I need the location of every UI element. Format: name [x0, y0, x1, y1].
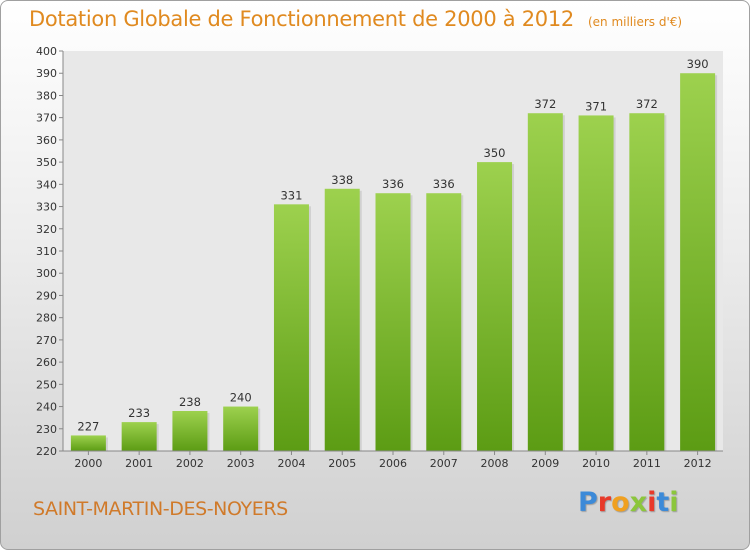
bar [273, 204, 309, 451]
logo-letter: i [669, 487, 679, 518]
bar [172, 411, 208, 451]
x-tick-label: 2001 [125, 457, 153, 470]
bar-value-label: 336 [433, 177, 455, 191]
logo-letter: r [597, 487, 612, 518]
bar [324, 188, 360, 451]
y-tick-label: 340 [36, 178, 57, 191]
bar [70, 435, 106, 451]
proxiti-logo: Proxiti [578, 487, 679, 518]
bar [223, 406, 259, 451]
bar-value-label: 331 [280, 188, 302, 202]
x-tick-label: 2008 [481, 457, 509, 470]
x-tick-label: 2004 [277, 457, 305, 470]
y-tick-label: 240 [36, 401, 57, 414]
bar [680, 73, 716, 451]
bar [121, 422, 157, 451]
logo-letter: P [578, 487, 598, 518]
bar [629, 113, 665, 451]
x-tick-label: 2007 [430, 457, 458, 470]
y-tick-label: 290 [36, 289, 57, 302]
y-tick-label: 270 [36, 334, 57, 347]
x-tick-label: 2005 [328, 457, 356, 470]
bar-value-label: 390 [687, 57, 709, 71]
chart-title-text: Dotation Globale de Fonctionnement de 20… [29, 7, 574, 31]
logo-letter: i [647, 487, 657, 518]
bar-value-label: 240 [230, 391, 252, 405]
bar [477, 162, 513, 451]
bar-value-label: 238 [179, 395, 201, 409]
bar-value-label: 336 [382, 177, 404, 191]
bar-value-label: 233 [128, 406, 150, 420]
x-tick-label: 2011 [633, 457, 661, 470]
y-tick-label: 300 [36, 267, 57, 280]
y-tick-label: 350 [36, 156, 57, 169]
bar-value-label: 338 [331, 173, 353, 187]
y-tick-label: 320 [36, 223, 57, 236]
logo-letter: x [629, 487, 648, 518]
y-tick-label: 280 [36, 312, 57, 325]
y-tick-label: 260 [36, 356, 57, 369]
commune-name: SAINT-MARTIN-DES-NOYERS [33, 498, 288, 520]
y-tick-label: 310 [36, 245, 57, 258]
y-tick-label: 230 [36, 423, 57, 436]
bar-value-label: 372 [636, 97, 658, 111]
y-tick-label: 400 [36, 45, 57, 58]
y-tick-label: 380 [36, 89, 57, 102]
x-tick-label: 2009 [531, 457, 559, 470]
x-tick-label: 2003 [227, 457, 255, 470]
x-tick-label: 2006 [379, 457, 407, 470]
chart-subtitle: (en milliers d'€) [587, 15, 683, 29]
bar [527, 113, 563, 451]
bar-value-label: 372 [534, 97, 556, 111]
y-tick-label: 250 [36, 378, 57, 391]
bar [426, 193, 462, 451]
y-tick-label: 220 [36, 445, 57, 458]
x-tick-label: 2000 [74, 457, 102, 470]
bar-value-label: 227 [77, 419, 99, 433]
chart-title: Dotation Globale de Fonctionnement de 20… [29, 7, 682, 31]
y-tick-label: 330 [36, 201, 57, 214]
logo-letter: o [611, 487, 630, 518]
y-tick-label: 390 [36, 67, 57, 80]
logo-letter: t [656, 487, 670, 518]
y-tick-label: 360 [36, 134, 57, 147]
bar [375, 193, 411, 451]
bar-value-label: 350 [484, 146, 506, 160]
bar [578, 115, 614, 451]
x-tick-label: 2002 [176, 457, 204, 470]
x-tick-label: 2012 [684, 457, 712, 470]
y-tick-label: 370 [36, 112, 57, 125]
x-tick-label: 2010 [582, 457, 610, 470]
bar-value-label: 371 [585, 99, 607, 113]
